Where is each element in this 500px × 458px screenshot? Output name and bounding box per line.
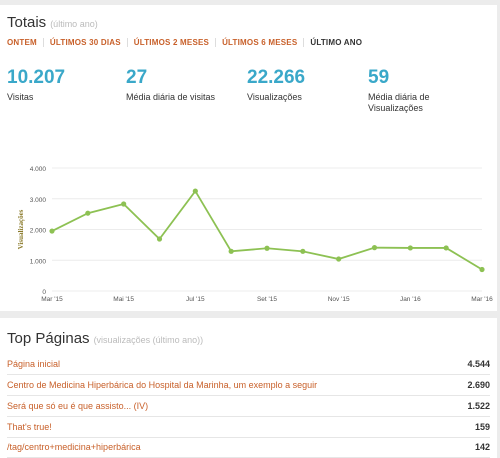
totals-title-text: Totais bbox=[7, 14, 47, 31]
data-point bbox=[443, 245, 449, 251]
table-row: Página inicial 4.544 bbox=[7, 354, 490, 375]
stat-visitas: 10.207 Visitas bbox=[7, 68, 65, 103]
stat-value: 59 bbox=[368, 67, 390, 88]
tab-ultimos-30-dias[interactable]: ÚLTIMOS 30 DIAS bbox=[49, 38, 121, 47]
data-point bbox=[121, 201, 127, 207]
totals-title: Totais (último ano) bbox=[7, 14, 98, 31]
tab-divider bbox=[215, 38, 217, 47]
page-link[interactable]: That's true! bbox=[7, 422, 52, 432]
y-tick-label: 2.000 bbox=[30, 228, 47, 235]
table-row: That's true! 159 bbox=[7, 417, 490, 438]
page-link[interactable]: Será que só eu é que assisto... (IV) bbox=[7, 401, 149, 411]
top-pages-title-text: Top Páginas bbox=[7, 330, 90, 347]
period-tabs: ONTEM ÚLTIMOS 30 DIAS ÚLTIMOS 2 MESES ÚL… bbox=[7, 38, 362, 47]
y-tick-label: 4.000 bbox=[30, 166, 47, 173]
tab-ultimos-6-meses[interactable]: ÚLTIMOS 6 MESES bbox=[222, 38, 298, 47]
stat-label: Visitas bbox=[7, 92, 34, 102]
views-line-chart: 4.000 3.000 2.000 1.000 0 Visualizações Mar '1… bbox=[17, 166, 493, 303]
tab-ultimo-ano[interactable]: ÚLTIMO ANO bbox=[310, 38, 363, 47]
table-row: Será que só eu é que assisto... (IV) 1.5… bbox=[7, 396, 490, 417]
stat-value: 27 bbox=[126, 67, 148, 88]
tab-ontem[interactable]: ONTEM bbox=[7, 38, 37, 47]
page-link[interactable]: Página inicial bbox=[7, 359, 61, 369]
totals-card: Totais (último ano) ONTEM ÚLTIMOS 30 DIAS… bbox=[0, 5, 497, 311]
top-pages-subtitle: (visualizações (último ano)) bbox=[93, 335, 204, 345]
x-tick-label: Mar '15 bbox=[41, 296, 63, 303]
page-link[interactable]: /tag/centro+medicina+hiperbárica bbox=[7, 442, 141, 452]
y-tick-label: 3.000 bbox=[30, 197, 47, 204]
data-point bbox=[228, 248, 234, 254]
y-axis-label: Visualizações bbox=[17, 209, 25, 249]
tab-divider bbox=[303, 38, 305, 47]
x-tick-label: Set '15 bbox=[257, 296, 277, 303]
stat-value: 10.207 bbox=[7, 67, 66, 88]
table-row: Centro de Medicina Hiperbárica do Hospit… bbox=[7, 375, 490, 396]
page-views: 159 bbox=[474, 422, 490, 432]
stat-value: 22.266 bbox=[247, 67, 306, 88]
tab-ultimos-2-meses[interactable]: ÚLTIMOS 2 MESES bbox=[133, 38, 210, 47]
page-views: 1.522 bbox=[467, 401, 490, 411]
table-row: /tag/centro+medicina+hiperbárica 142 bbox=[7, 437, 490, 458]
x-tick-label: Nov '15 bbox=[328, 296, 350, 303]
data-point bbox=[407, 245, 413, 251]
data-point bbox=[156, 236, 163, 242]
series-line bbox=[51, 189, 483, 271]
x-tick-label: Mar '16 bbox=[471, 296, 493, 303]
tab-divider bbox=[42, 38, 44, 47]
y-tick-label: 1.000 bbox=[30, 258, 47, 265]
page-views: 142 bbox=[474, 442, 490, 452]
data-point bbox=[479, 266, 485, 273]
top-pages-card: Top Páginas (visualizações (último ano)) … bbox=[0, 318, 497, 458]
data-point bbox=[264, 245, 270, 251]
top-pages-title: Top Páginas (visualizações (último ano)) bbox=[7, 330, 203, 347]
page-views: 4.544 bbox=[467, 359, 490, 369]
data-point bbox=[49, 228, 55, 234]
tab-divider bbox=[126, 38, 128, 47]
stat-media-visitas: 27 Média diária de visitas bbox=[126, 68, 215, 103]
data-point bbox=[336, 256, 342, 262]
page-views: 2.690 bbox=[467, 380, 490, 390]
stat-visualizacoes: 22.266 Visualizações bbox=[247, 68, 305, 103]
x-tick-label: Mai '15 bbox=[113, 296, 134, 303]
stat-label: Visualizações bbox=[247, 92, 302, 102]
data-point bbox=[192, 188, 198, 194]
data-point bbox=[300, 248, 306, 254]
x-tick-label: Jul '15 bbox=[186, 296, 205, 303]
data-point bbox=[85, 210, 91, 216]
page-link[interactable]: Centro de Medicina Hiperbárica do Hospit… bbox=[7, 380, 318, 390]
stat-label: Média diária de visitas bbox=[126, 92, 216, 102]
y-tick-label: 0 bbox=[42, 289, 46, 296]
data-point bbox=[371, 245, 378, 251]
totals-subtitle: (último ano) bbox=[50, 19, 98, 29]
x-tick-label: Jan '16 bbox=[400, 296, 421, 303]
stat-media-visualizacoes: 59 Média diária de Visualizações bbox=[368, 68, 458, 114]
stat-label: Média diária de Visualizações bbox=[368, 92, 430, 113]
